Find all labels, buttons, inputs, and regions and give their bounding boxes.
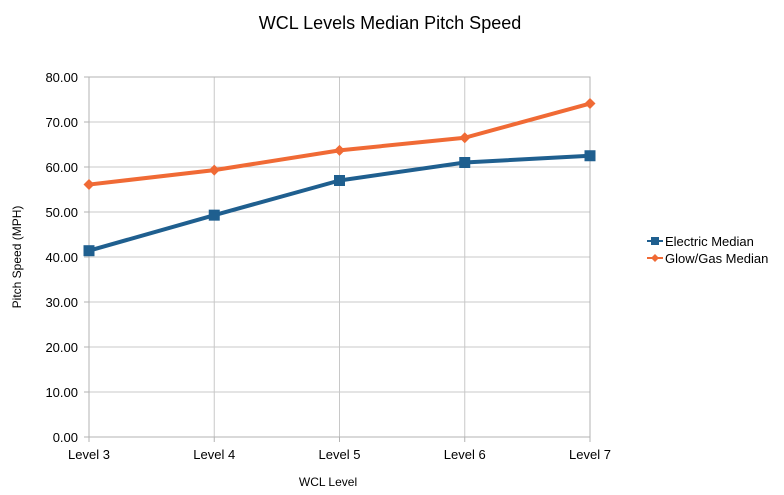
x-tick-label: Level 7 xyxy=(569,447,611,462)
y-tick-label: 0.00 xyxy=(53,430,78,445)
data-point xyxy=(459,157,471,168)
legend: Electric Median Glow/Gas Median xyxy=(647,234,768,266)
legend-label: Glow/Gas Median xyxy=(665,251,768,266)
y-tick-label: 50.00 xyxy=(45,205,78,220)
y-tick-label: 80.00 xyxy=(45,70,78,85)
data-point xyxy=(334,175,345,186)
legend-label: Electric Median xyxy=(665,234,754,249)
x-tick-label: Level 5 xyxy=(319,447,361,462)
x-axis-ticks: Level 3 Level 4 Level 5 Level 6 Level 7 xyxy=(68,437,611,462)
x-tick-label: Level 3 xyxy=(68,447,110,462)
y-tick-label: 30.00 xyxy=(45,295,78,310)
chart-title: WCL Levels Median Pitch Speed xyxy=(259,13,521,33)
data-point xyxy=(83,179,95,191)
legend-marker xyxy=(651,254,659,262)
y-tick-label: 20.00 xyxy=(45,340,78,355)
data-point xyxy=(208,209,220,221)
y-axis-ticks: 0.00 10.00 20.00 30.00 40.00 50.00 60.00 70.00 8… xyxy=(45,70,89,445)
data-point xyxy=(334,144,345,156)
y-tick-label: 70.00 xyxy=(45,115,78,130)
data-point xyxy=(83,245,95,257)
data-point xyxy=(208,164,220,176)
x-tick-label: Level 6 xyxy=(444,447,486,462)
x-axis-title: WCL Level xyxy=(299,475,357,489)
data-point xyxy=(584,98,596,110)
data-point xyxy=(459,132,471,144)
y-axis-title: Pitch Speed (MPH) xyxy=(10,206,24,309)
y-tick-label: 10.00 xyxy=(45,385,78,400)
y-tick-label: 40.00 xyxy=(45,250,78,265)
x-tick-label: Level 4 xyxy=(193,447,235,462)
gridlines xyxy=(88,76,591,438)
legend-marker xyxy=(651,237,659,245)
y-tick-label: 60.00 xyxy=(45,160,78,175)
data-point xyxy=(584,150,596,162)
series-layer xyxy=(83,98,596,257)
